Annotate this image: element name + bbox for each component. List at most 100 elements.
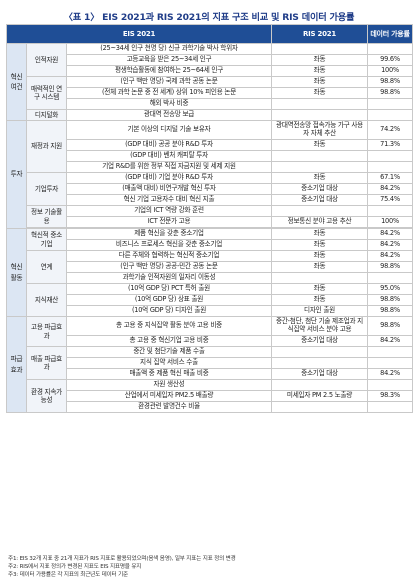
eis-indicator: 고등교육을 받은 25~34세 인구 [66, 54, 272, 66]
eis-indicator: (25~34세 인구 천명 당) 신규 과학기술 박사 학위자 [66, 43, 272, 55]
eis-indicator: 혁신 기업 고용자수 대비 혁신 지출 [66, 194, 272, 206]
ris-indicator: 중소기업 대상 [271, 183, 368, 195]
availability-value: 84.2% [367, 250, 413, 262]
subgroup-cell: 혁신적 중소기업 [26, 228, 67, 251]
availability-value: 98.8% [367, 316, 413, 336]
ris-indicator: 좌동 [271, 294, 368, 306]
ris-indicator: 좌동 [271, 239, 368, 251]
eis-indicator: (인구 백만 명당) 공공-민간 공동 논문 [66, 261, 272, 273]
table-row: 매출액 중 제품 혁신 매출 비중 중소기업 대상 84.2% [7, 368, 413, 380]
eis-indicator: 과학기술 인적자원의 일자리 이동성 [66, 272, 272, 284]
table-row: 디지털화 광대역 전송망 보급 [7, 109, 413, 121]
eis-indicator: ICT 전문가 고용 [66, 216, 272, 228]
table-row: 혁신 기업 고용자수 대비 혁신 지출 중소기업 대상 75.4% [7, 194, 413, 206]
eis-indicator: (GDP 대비) 벤처 캐피탈 투자 [66, 150, 272, 162]
group-cell: 혁신활동 [6, 228, 27, 317]
availability-value [367, 272, 413, 284]
eis-indicator: 환경관련 발명건수 비율 [66, 401, 272, 413]
subgroup-cell: 디지털화 [26, 109, 67, 121]
ris-indicator [271, 109, 368, 121]
availability-value: 98.3% [367, 390, 413, 402]
eis-indicator: 총 고용 중 혁신기업 고용 비중 [66, 335, 272, 347]
group-cell: 파급효과 [6, 316, 27, 413]
availability-value: 98.8% [367, 87, 413, 99]
ris-indicator: 좌동 [271, 87, 368, 99]
availability-value [367, 346, 413, 358]
table-row: 혁신활동 혁신적 중소기업 제품 혁신을 갖춘 중소기업 좌동 84.2% [6, 228, 413, 317]
eis-indicator: 다른 주체와 협력하는 혁신적 중소기업 [66, 250, 272, 262]
availability-value [367, 43, 413, 55]
ris-indicator: 좌동 [271, 172, 368, 184]
comparison-table: EIS 2021 RIS 2021 데이터 가용률 혁신여건 인적자원 (25~… [6, 24, 413, 413]
availability-value: 84.2% [367, 228, 413, 240]
subgroup-cell: 고용 파급효과 [26, 316, 67, 347]
availability-value: 95.0% [367, 283, 413, 295]
note-1: 주1: EIS 32개 지표 중 21개 지표가 RIS 지표로 활용되었으며(… [8, 556, 236, 562]
group-cell: 투자 [6, 120, 27, 229]
availability-value: 84.2% [367, 239, 413, 251]
subgroup-cell: 인적자원 [26, 43, 67, 77]
table-row: 지식재산 (10억 GDP 당) PCT 특허 출원 좌동 95.0% [7, 283, 413, 317]
ris-indicator: 좌동 [271, 283, 368, 295]
ris-indicator: 좌동 [271, 139, 368, 151]
availability-value: 99.6% [367, 54, 413, 66]
ris-indicator [271, 150, 368, 162]
eis-indicator: 자원 생산성 [66, 379, 272, 391]
ris-indicator: 좌동 [271, 250, 368, 262]
availability-value: 84.2% [367, 368, 413, 380]
table-title: 〈표 1〉 EIS 2021과 RIS 2021의 지표 구조 비교 및 RIS… [63, 12, 355, 23]
ris-indicator [271, 357, 368, 369]
availability-value [367, 150, 413, 162]
subgroup-cell: 정보 기술활용 [26, 205, 67, 228]
table-row: 해외 박사 비중 [7, 98, 413, 110]
availability-value: 98.8% [367, 305, 413, 317]
eis-indicator: (10억 GDP 당) PCT 특허 출원 [66, 283, 272, 295]
table-row: 정보 기술활용 기업의 ICT 역량 강화 훈련 [7, 205, 413, 228]
table-row: 고등교육을 받은 25~34세 인구 좌동 99.6% [7, 54, 413, 66]
subgroup-cell: 지식재산 [26, 283, 67, 317]
eis-indicator: (10억 GDP 당) 디자인 출원 [66, 305, 272, 317]
ris-indicator [271, 205, 368, 217]
table-row: 혁신여건 인적자원 (25~34세 인구 천명 당) 신규 과학기술 박사 학위… [6, 43, 413, 121]
ris-indicator [271, 346, 368, 358]
availability-value: 84.2% [367, 183, 413, 195]
table-row: (매출액 대비) 비연구개발 혁신 투자 중소기업 대상 84.2% [7, 183, 413, 195]
ris-indicator: 광대역전송망 접속가능 가구 사용자 자체 추산 [271, 120, 368, 140]
table-row: 지식 집약 서비스 수출 [7, 357, 413, 369]
eis-indicator: (10억 GDP 당) 상표 출원 [66, 294, 272, 306]
header-availability: 데이터 가용률 [367, 24, 413, 44]
ris-indicator: 정보통신 분야 고용 추산 [271, 216, 368, 228]
note-3: 주3: 데이터 가용률은 각 지표의 최근년도 데이터 기준 [8, 572, 128, 579]
availability-value [367, 109, 413, 121]
subgroup-cell: 연계 [26, 250, 67, 284]
table-row: 총 고용 중 혁신기업 고용 비중 중소기업 대상 84.2% [7, 335, 413, 347]
subgroup-cell: 기업투자 [26, 172, 67, 206]
eis-indicator: 광대역 전송망 보급 [66, 109, 272, 121]
availability-value: 74.2% [367, 120, 413, 140]
ris-indicator: 중간-첨단, 첨단 기술 제조업과 지식집약 서비스 분야 고용 [271, 316, 368, 336]
eis-indicator: (인구 백만 명당) 국제 과학 공동 논문 [66, 76, 272, 88]
availability-value: 100% [367, 65, 413, 77]
eis-indicator: 기본 이상의 디지털 기술 보유자 [66, 120, 272, 140]
table-row: (전체 과학 논문 중 전 세계) 상위 10% 피인용 논문 좌동 98.8% [7, 87, 413, 99]
table-row: (인구 백만 명당) 공공-민간 공동 논문 좌동 98.8% [7, 261, 413, 273]
ris-indicator: 디자인 출원 [271, 305, 368, 317]
eis-indicator: (매출액 대비) 비연구개발 혁신 투자 [66, 183, 272, 195]
eis-indicator: 매출액 중 제품 혁신 매출 비중 [66, 368, 272, 380]
ris-indicator [271, 401, 368, 413]
table-row: (10억 GDP 당) 상표 출원 좌동 98.8% [7, 294, 413, 306]
ris-indicator: 중소기업 대상 [271, 335, 368, 347]
table-row: 매력적인 연구 시스템 (인구 백만 명당) 국제 과학 공동 논문 좌동 98… [7, 76, 413, 110]
eis-indicator: 총 고용 중 지식집약 활동 분야 고용 비중 [66, 316, 272, 336]
ris-indicator: 좌동 [271, 261, 368, 273]
ris-indicator [271, 161, 368, 173]
eis-indicator: 지식 집약 서비스 수출 [66, 357, 272, 369]
table-row: 산업에서 미세입자 PM2.5 배출량 미세입자 PM 2.5 노출량 98.3… [7, 390, 413, 402]
subgroup-cell: 매력적인 연구 시스템 [26, 76, 67, 110]
ris-indicator [271, 98, 368, 110]
eis-indicator: (GDP 대비) 공공 분야 R&D 투자 [66, 139, 272, 151]
ris-indicator: 좌동 [271, 65, 368, 77]
table-row: 비즈니스 프로세스 혁신을 갖춘 중소기업 좌동 84.2% [7, 239, 413, 251]
subgroup-cell: 환경 지속가능성 [26, 379, 67, 413]
